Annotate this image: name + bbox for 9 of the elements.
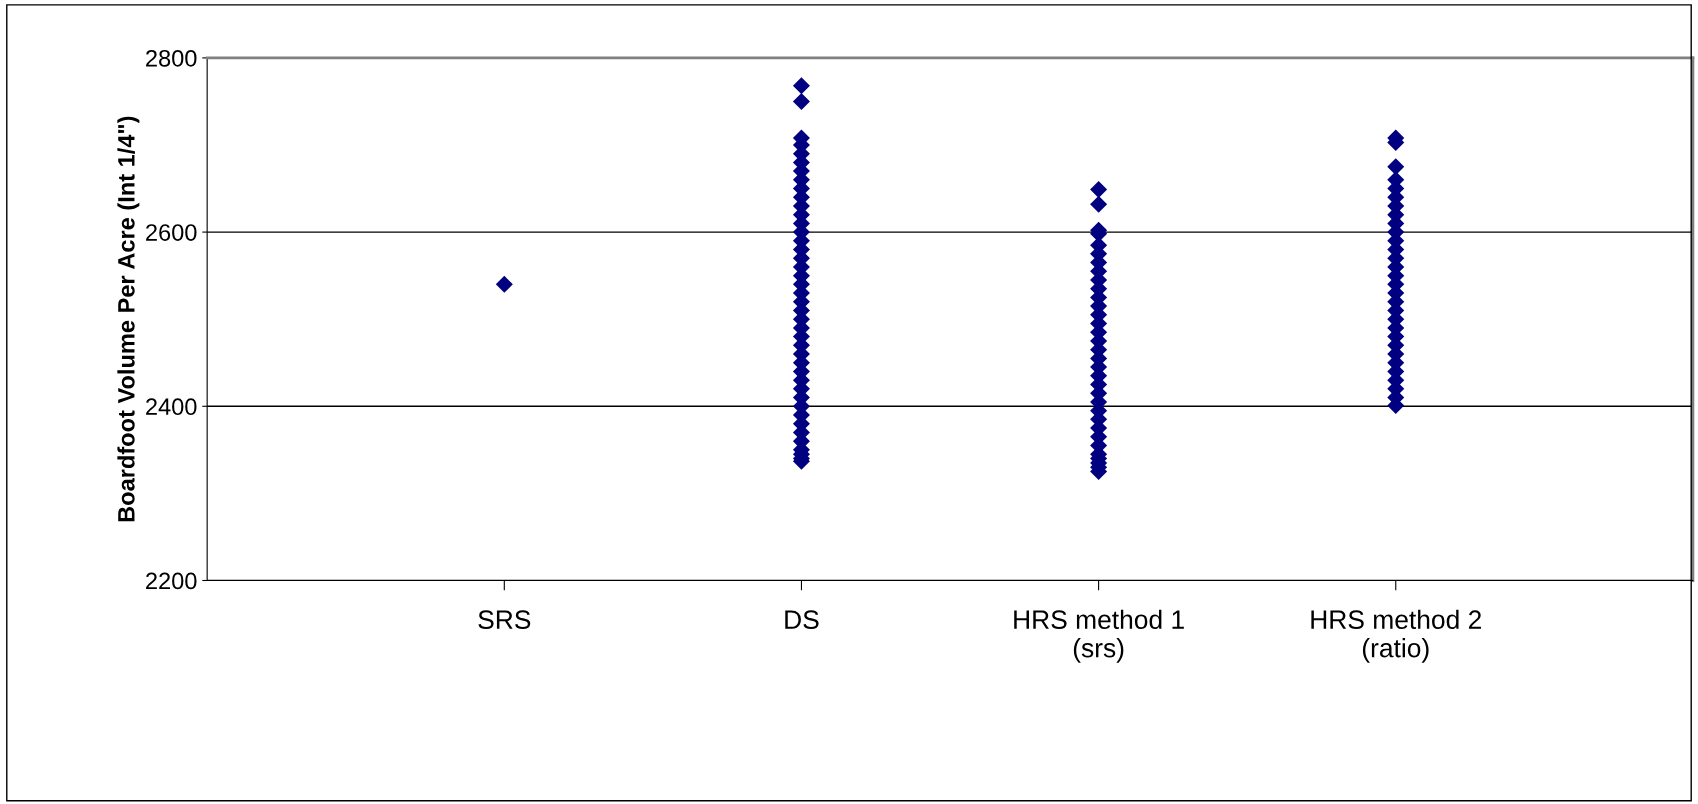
x-tick-label: HRS method 1 (srs) bbox=[1014, 609, 1184, 663]
y-axis-title: Boardfoot Volume Per Acre (Int 1/4") bbox=[117, 116, 140, 522]
x-tick-label: HRS method 2 (ratio) bbox=[1311, 609, 1481, 663]
y-tick-label: 2800 bbox=[146, 49, 197, 67]
x-tick-label: SRS bbox=[478, 610, 531, 630]
x-tick-label: DS bbox=[785, 610, 819, 630]
y-tick-label: 2200 bbox=[146, 572, 197, 590]
y-tick-label: 2600 bbox=[146, 224, 197, 241]
y-tick-label: 2400 bbox=[146, 398, 197, 416]
